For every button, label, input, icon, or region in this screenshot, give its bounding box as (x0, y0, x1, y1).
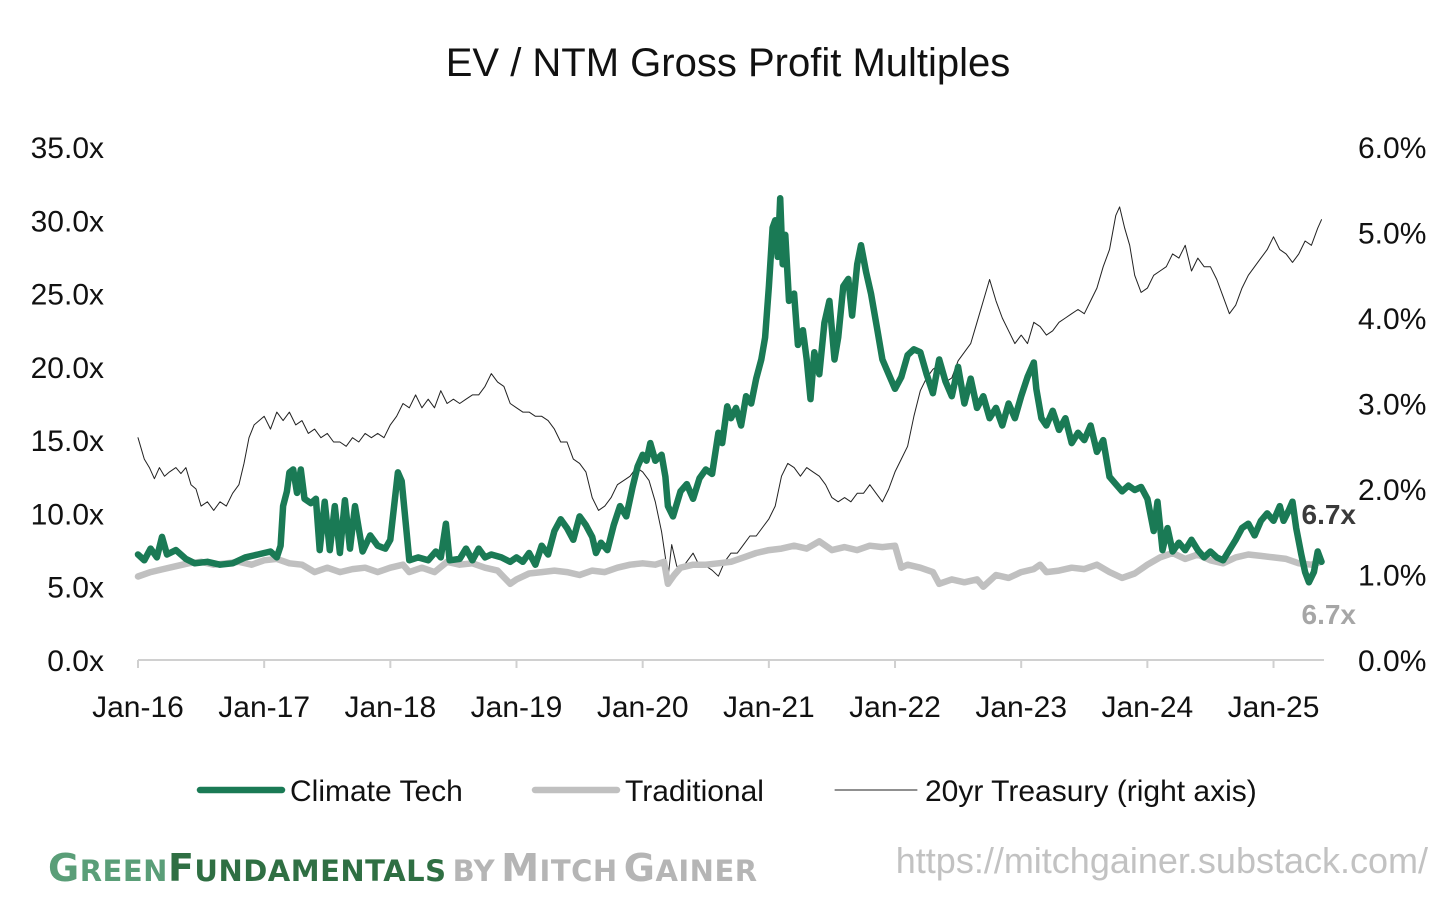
y-left-tick-label: 20.0x (31, 352, 104, 385)
brand-author: MITCH GAINER (501, 846, 758, 890)
plot-area (134, 195, 1325, 590)
y-right-tick-label: 5.0% (1358, 218, 1426, 251)
y-right-tick-label: 4.0% (1358, 303, 1426, 336)
x-tick-label: Jan-21 (723, 691, 815, 724)
legend-label: Climate Tech (290, 775, 463, 808)
brand-green: GREEN (48, 846, 168, 890)
y-left-tick-label: 15.0x (31, 425, 104, 458)
end-label-climate-tech: 6.7x (1302, 499, 1357, 530)
series-climate-tech (134, 195, 1325, 586)
footer-brand: GREENFUNDAMENTALS BY MITCH GAINER (48, 846, 758, 890)
x-tick-label: Jan-24 (1101, 691, 1193, 724)
legend: Climate Tech Traditional 20yr Treasury (ri… (196, 775, 1257, 808)
legend-label: Traditional (625, 775, 764, 808)
y-left-tick-label: 30.0x (31, 205, 104, 238)
x-tick-label: Jan-22 (849, 691, 941, 724)
x-tick-label: Jan-23 (975, 691, 1067, 724)
brand-fundamentals: FUNDAMENTALS (167, 846, 447, 890)
footer-url[interactable]: https://mitchgainer.substack.com/ (895, 840, 1428, 881)
y-right-tick-label: 1.0% (1358, 560, 1426, 593)
axes: Jan-16 Jan-17 Jan-18 Jan-19 Jan-20 Jan-21 Jan-… (31, 132, 1427, 724)
x-tick-label: Jan-20 (597, 691, 689, 724)
legend-item-climate-tech: Climate Tech (196, 775, 463, 808)
end-label-traditional: 6.7x (1302, 599, 1357, 630)
legend-item-20yr-treasury: 20yr Treasury (right axis) (834, 775, 1257, 808)
y-left-tick-label: 35.0x (31, 132, 104, 165)
y-right-tick-label: 3.0% (1358, 389, 1426, 422)
y-left-tick-label: 5.0x (47, 572, 104, 605)
series-traditional (134, 538, 1325, 590)
x-tick-label: Jan-25 (1228, 691, 1320, 724)
y-right-tick-label: 2.0% (1358, 474, 1426, 507)
end-labels: 6.7x 6.7x (1302, 499, 1357, 630)
x-tick-label: Jan-17 (218, 691, 310, 724)
y-left-tick-label: 25.0x (31, 279, 104, 312)
x-tick-label: Jan-16 (92, 691, 184, 724)
y-right-tick-label: 0.0% (1358, 645, 1426, 678)
y-left-tick-label: 10.0x (31, 498, 104, 531)
chart-title: EV / NTM Gross Profit Multiples (446, 41, 1011, 85)
series-20yr-treasury (137, 206, 1322, 580)
y-left-tick-label: 0.0x (47, 645, 104, 678)
x-tick-label: Jan-19 (471, 691, 563, 724)
y-right-tick-label: 6.0% (1358, 132, 1426, 165)
legend-item-traditional: Traditional (531, 775, 764, 808)
legend-label: 20yr Treasury (right axis) (925, 775, 1257, 808)
x-tick-label: Jan-18 (344, 691, 436, 724)
brand-by: BY (452, 854, 496, 888)
